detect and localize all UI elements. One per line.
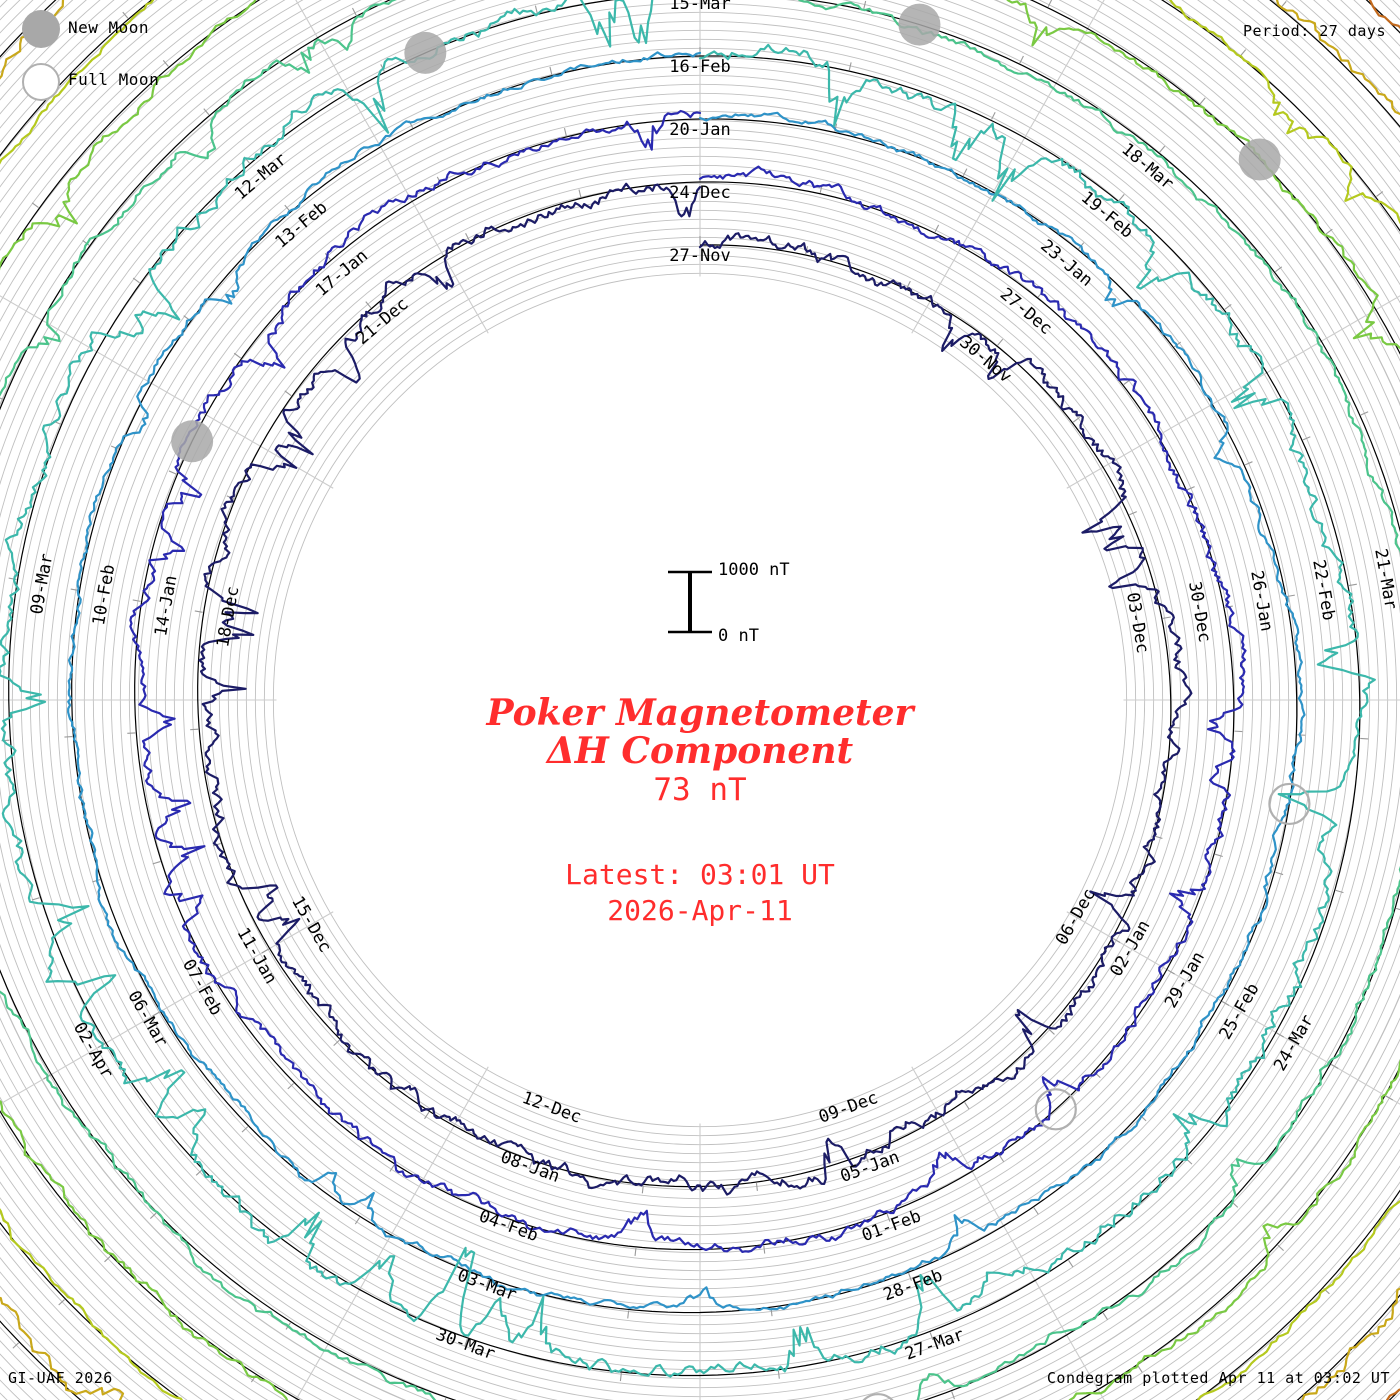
- date-label: 19-Feb: [1077, 188, 1137, 243]
- footer-credit: GI-UAF 2026: [8, 1369, 113, 1387]
- date-label: 12-Dec: [519, 1088, 584, 1128]
- date-label: 09-Mar: [27, 552, 57, 616]
- date-label: 30-Mar: [433, 1325, 498, 1365]
- date-label: 03-Dec: [1122, 591, 1152, 655]
- date-label: 20-Jan: [669, 120, 730, 140]
- date-label: 14-Jan: [151, 574, 181, 638]
- period-label: Period: 27 days: [1243, 22, 1386, 40]
- date-label: 05-Jan: [838, 1147, 903, 1187]
- date-label: 30-Dec: [1184, 580, 1214, 644]
- date-label: 06-Mar: [123, 987, 171, 1050]
- date-label: 27-Dec: [996, 284, 1056, 339]
- new-moon-legend-label: New Moon: [68, 18, 150, 37]
- date-label: 10-Feb: [89, 563, 119, 627]
- scale-bar-top-label: 1000 nT: [718, 560, 790, 580]
- scale-bar-bottom-label: 0 nT: [718, 626, 759, 646]
- date-label: 28-Feb: [881, 1266, 946, 1306]
- date-label: 07-Feb: [178, 956, 226, 1019]
- date-label: 16-Feb: [669, 57, 730, 77]
- page-title-line2: ΔH Component: [546, 730, 854, 772]
- date-label: 27-Nov: [669, 246, 730, 266]
- date-label: 21-Mar: [1370, 547, 1400, 611]
- date-label: 09-Dec: [816, 1088, 881, 1128]
- date-label: 27-Mar: [902, 1325, 967, 1365]
- moon-phase-markers: [171, 3, 1311, 1400]
- full-moon-legend-label: Full Moon: [68, 70, 160, 89]
- date-label: 15-Mar: [669, 0, 730, 14]
- full-moon-swatch-icon: [22, 63, 60, 101]
- latest-date-label: 2026-Apr-11: [607, 894, 793, 927]
- new-moon-swatch-icon: [22, 10, 60, 48]
- current-value-readout: 73 nT: [653, 772, 747, 808]
- date-label: 03-Mar: [455, 1266, 520, 1306]
- latest-time-label: Latest: 03:01 UT: [565, 858, 835, 891]
- page-title-line1: Poker Magnetometer: [486, 692, 914, 734]
- date-label: 04-Feb: [476, 1206, 541, 1246]
- footer-plot-time: Condegram plotted Apr 11 at 03:02 UT: [1046, 1369, 1390, 1387]
- date-label: 26-Jan: [1246, 569, 1276, 633]
- date-label: 22-Feb: [1308, 558, 1338, 622]
- date-label: 11-Jan: [233, 924, 281, 987]
- scale-bar: [668, 570, 712, 634]
- date-label: 23-Jan: [1036, 236, 1096, 291]
- date-label: 24-Dec: [669, 183, 730, 203]
